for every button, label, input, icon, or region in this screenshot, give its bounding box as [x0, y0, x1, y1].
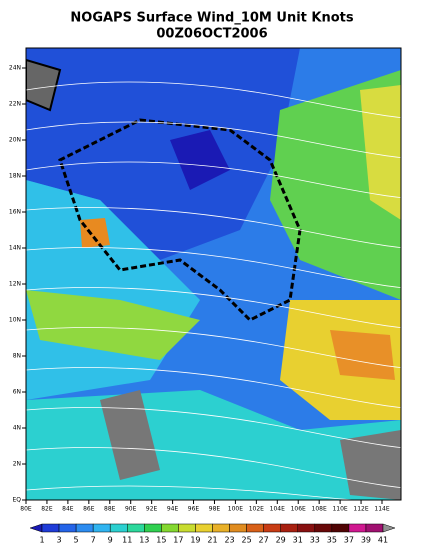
colorbar-label: 23: [224, 536, 234, 545]
colorbar-label: 19: [190, 536, 200, 545]
colorbar-label: 33: [310, 536, 320, 545]
lat-label: 16N: [9, 209, 21, 216]
colorbar-swatch: [246, 523, 264, 533]
lon-label: 80E: [20, 506, 32, 513]
colorbar-end: [382, 523, 396, 533]
lon-label: 114E: [374, 506, 389, 513]
colorbar-label: 3: [57, 536, 62, 545]
colorbar-end: [29, 523, 43, 533]
colorbar-label: 9: [108, 536, 113, 545]
title: NOGAPS Surface Wind_10M Unit Knots: [70, 11, 353, 26]
subtitle: 00Z06OCT2006: [156, 27, 267, 42]
colorbar-swatch: [161, 523, 179, 533]
colorbar-swatch: [41, 523, 60, 533]
lat-label: 2N: [13, 461, 21, 468]
lon-label: 110E: [332, 506, 347, 513]
lon-label: 106E: [291, 506, 306, 513]
lon-label: 96E: [188, 506, 200, 513]
lat-label: 14N: [9, 245, 21, 252]
lon-label: 108E: [312, 506, 327, 513]
lon-label: 104E: [270, 506, 285, 513]
lat-label: 18N: [9, 173, 21, 180]
colorbar-label: 41: [378, 536, 388, 545]
colorbar-label: 27: [259, 536, 269, 545]
lat-label: 4N: [13, 425, 21, 432]
colorbar-swatch: [144, 523, 162, 533]
colorbar-swatch: [109, 523, 128, 533]
colorbar-swatch: [348, 523, 367, 533]
colorbar-label: 35: [327, 536, 337, 545]
colorbar-swatch: [58, 523, 77, 533]
colorbar-label: 37: [344, 536, 354, 545]
lat-label: 24N: [9, 65, 21, 72]
colorbar-swatch: [75, 523, 94, 533]
lon-label: 90E: [125, 506, 137, 513]
colorbar-label: 25: [242, 536, 252, 545]
colorbar-swatch: [212, 523, 230, 533]
colorbar-label: 1: [39, 536, 44, 545]
colorbar-swatch: [178, 523, 196, 533]
lon-label: 92E: [146, 506, 158, 513]
colorbar-label: 15: [156, 536, 166, 545]
colorbar-swatch: [365, 523, 384, 533]
colorbar-swatch: [92, 523, 111, 533]
colorbar-label: 39: [361, 536, 371, 545]
lat-label: 10N: [9, 317, 21, 324]
colorbar-label: 29: [276, 536, 286, 545]
colorbar-label: 7: [91, 536, 96, 545]
colorbar-label: 31: [293, 536, 303, 545]
lon-label: 94E: [167, 506, 179, 513]
lat-label: 12N: [9, 281, 21, 288]
lat-label: 8N: [13, 353, 21, 360]
colorbar-label: 11: [122, 536, 132, 545]
colorbar-swatch: [280, 523, 299, 533]
lon-label: 88E: [104, 506, 116, 513]
colorbar-swatch: [263, 523, 281, 533]
lon-label: 86E: [83, 506, 95, 513]
lat-label: 20N: [9, 137, 21, 144]
colorbar-swatch: [195, 523, 213, 533]
colorbar-swatch: [229, 523, 247, 533]
colorbar-swatch: [127, 523, 145, 533]
colorbar-swatch: [331, 523, 350, 533]
map-frame: [25, 47, 402, 501]
lat-label: 6N: [13, 389, 21, 396]
lat-label: 22N: [9, 101, 21, 108]
lon-label: 100E: [228, 506, 243, 513]
colorbar-swatch: [297, 523, 316, 533]
colorbar-label: 21: [207, 536, 217, 545]
lon-label: 84E: [62, 506, 74, 513]
colorbar-label: 17: [173, 536, 183, 545]
lon-label: 98E: [209, 506, 221, 513]
lon-label: 82E: [41, 506, 53, 513]
lat-label: EQ: [12, 497, 21, 504]
wind-field: [26, 48, 401, 500]
colorbar-swatch: [314, 523, 333, 533]
lon-label: 102E: [249, 506, 264, 513]
lon-label: 112E: [353, 506, 368, 513]
colorbar-label: 13: [139, 536, 149, 545]
colorbar-label: 5: [74, 536, 79, 545]
